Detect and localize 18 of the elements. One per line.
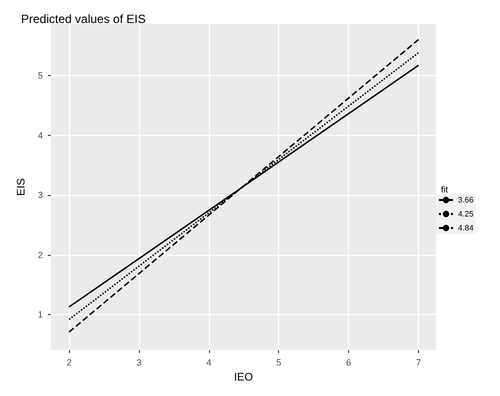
x-tick-label: 5: [276, 358, 282, 368]
legend-label: 4.84: [458, 224, 474, 232]
x-tick-label: 4: [206, 358, 212, 368]
x-tick-label: 6: [346, 358, 352, 368]
y-tick-label: 1: [38, 310, 43, 320]
x-tick-label: 3: [136, 358, 142, 368]
y-tick-label: 5: [38, 70, 43, 80]
x-axis-title: IEO: [234, 372, 254, 384]
legend-label: 3.66: [458, 196, 474, 204]
y-tick-label: 3: [38, 190, 43, 200]
y-tick-label: 4: [38, 130, 43, 140]
x-tick-label: 7: [416, 358, 422, 368]
legend-title: fit: [441, 184, 448, 194]
y-tick-label: 2: [38, 250, 43, 260]
x-tick-label: 2: [66, 358, 72, 368]
y-axis-title: EIS: [16, 178, 28, 196]
chart-title: Predicted values of EIS: [21, 12, 146, 26]
legend-label: 4.25: [458, 210, 474, 218]
